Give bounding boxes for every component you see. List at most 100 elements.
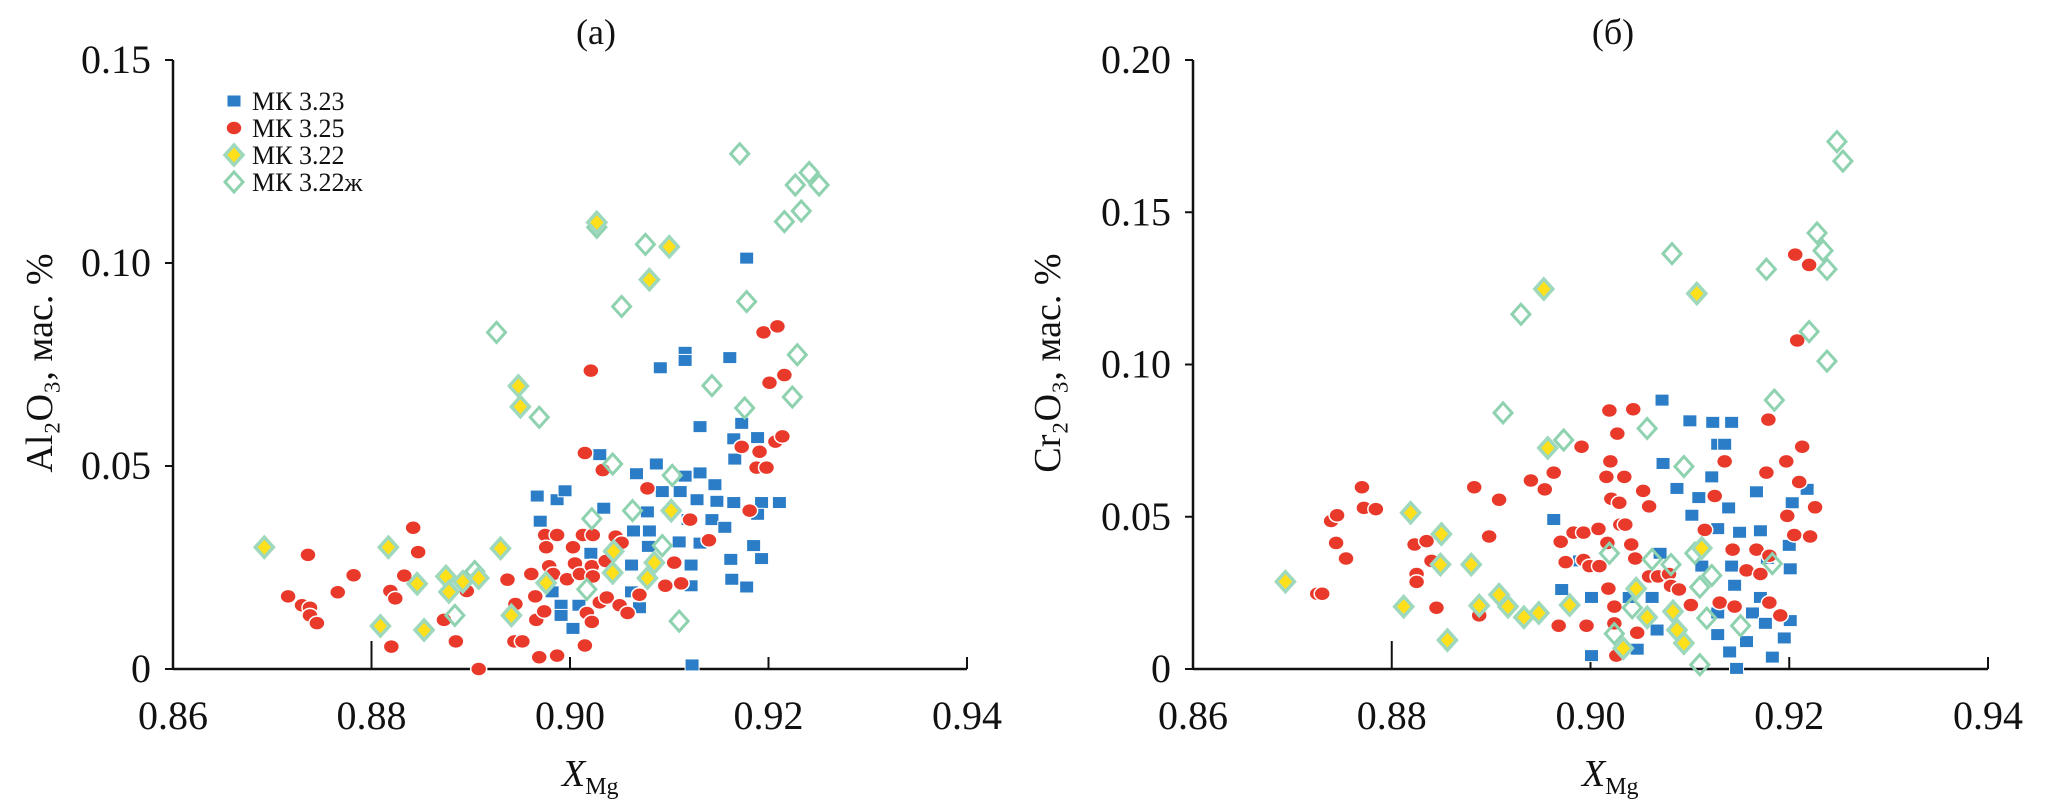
data-point xyxy=(1616,516,1635,533)
series-МК-3.22ж xyxy=(443,141,831,634)
data-point xyxy=(1621,595,1644,621)
axes: 0 0.05 0.10 0.15 0.86 0.88 0.90 0.92 0.94 xyxy=(81,37,1002,738)
data-point xyxy=(1583,649,1599,663)
data-point xyxy=(535,603,553,620)
data-point xyxy=(1459,551,1483,578)
data-point xyxy=(1399,500,1422,526)
data-point xyxy=(404,519,422,536)
data-point xyxy=(369,613,392,639)
data-point xyxy=(1636,416,1659,441)
data-point xyxy=(634,232,657,257)
data-point xyxy=(656,578,675,594)
data-point xyxy=(757,459,776,476)
y-tick-label: 0.05 xyxy=(1101,494,1171,539)
data-point xyxy=(1574,524,1593,541)
data-point xyxy=(507,373,530,399)
data-point xyxy=(1465,479,1483,495)
data-point xyxy=(1527,600,1551,626)
data-point xyxy=(1599,580,1618,597)
data-point xyxy=(677,353,693,367)
data-point xyxy=(1554,583,1570,597)
data-point xyxy=(700,532,718,549)
data-point xyxy=(1367,501,1385,517)
y-tick-label: 0.10 xyxy=(81,240,151,285)
data-point xyxy=(773,209,796,234)
data-point xyxy=(672,575,690,592)
data-point xyxy=(532,514,548,528)
data-point xyxy=(1755,256,1778,282)
data-point xyxy=(709,494,725,508)
data-point xyxy=(1682,414,1698,428)
data-point xyxy=(1710,628,1726,642)
x-tick-label: 0.90 xyxy=(535,693,605,738)
data-point xyxy=(683,558,699,572)
data-point xyxy=(575,577,598,602)
x-tick-label: 0.94 xyxy=(932,693,1002,738)
data-point xyxy=(750,444,769,460)
data-point xyxy=(692,466,708,480)
data-point xyxy=(1532,276,1556,302)
data-point xyxy=(1688,574,1711,600)
data-point xyxy=(717,520,733,534)
data-point xyxy=(1696,522,1714,538)
data-point xyxy=(1806,220,1829,246)
data-point xyxy=(1624,401,1642,418)
data-point xyxy=(513,633,532,650)
data-point xyxy=(1727,578,1743,592)
data-point xyxy=(610,294,633,319)
data-point xyxy=(734,416,750,430)
data-point xyxy=(1430,521,1453,547)
data-point xyxy=(641,524,657,538)
data-point xyxy=(1611,635,1635,661)
data-point xyxy=(628,467,644,481)
data-point xyxy=(592,448,608,462)
data-point xyxy=(618,605,637,621)
data-point xyxy=(724,572,740,586)
data-point xyxy=(1522,472,1540,489)
data-point xyxy=(1313,586,1331,602)
data-point xyxy=(1429,551,1452,578)
data-point xyxy=(580,506,603,532)
data-point xyxy=(1635,604,1659,630)
data-point xyxy=(1327,535,1345,551)
data-point xyxy=(1600,402,1619,419)
data-point xyxy=(1690,535,1714,561)
data-point xyxy=(412,617,436,643)
x-label-main: X xyxy=(1580,753,1607,795)
data-point xyxy=(784,172,807,198)
data-point xyxy=(1496,593,1520,620)
data-point xyxy=(1732,525,1748,539)
data-point xyxy=(760,375,779,391)
data-point xyxy=(583,546,599,560)
x-label-sub: Mg xyxy=(1605,774,1638,800)
data-point xyxy=(601,560,625,586)
x-tick-label: 0.88 xyxy=(1357,693,1427,738)
data-point xyxy=(1583,590,1599,604)
data-point xyxy=(597,589,616,606)
data-point xyxy=(447,633,465,650)
x-tick-label: 0.92 xyxy=(1754,693,1824,738)
data-point xyxy=(1725,598,1744,615)
data-point xyxy=(329,584,347,601)
data-point xyxy=(596,501,612,515)
data-point xyxy=(700,373,723,398)
x-tick-label: 0.86 xyxy=(1158,693,1228,738)
data-point xyxy=(728,141,751,167)
data-point xyxy=(252,534,276,560)
x-tick-label: 0.86 xyxy=(138,693,208,738)
series-МК-3.25 xyxy=(279,318,794,677)
data-point xyxy=(790,198,813,224)
data-point xyxy=(1417,533,1436,549)
data-point xyxy=(1328,507,1346,523)
data-point xyxy=(565,621,581,635)
x-tick-label: 0.92 xyxy=(734,693,804,738)
data-point xyxy=(1764,650,1780,664)
data-point xyxy=(1509,302,1532,327)
axes: 0 0.05 0.10 0.15 0.20 0.86 0.88 0.90 0.92 0.94 xyxy=(1101,37,2023,738)
data-point xyxy=(1812,238,1835,263)
data-point xyxy=(1536,481,1554,498)
y-tick-label: 0 xyxy=(1151,646,1171,691)
data-point xyxy=(668,608,691,634)
